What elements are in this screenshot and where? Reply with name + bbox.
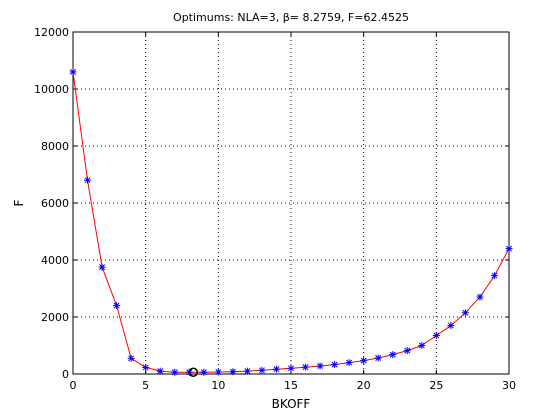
data-point-stroke	[70, 68, 76, 75]
data-point	[229, 368, 237, 376]
data-point	[302, 363, 310, 371]
y-tick-label: 0	[62, 368, 69, 381]
y-tick-label: 12000	[34, 26, 69, 39]
data-point-stroke	[389, 351, 396, 358]
data-point-stroke	[157, 368, 164, 375]
grid	[73, 32, 509, 374]
data-point	[98, 263, 106, 271]
data-point	[258, 366, 266, 374]
data-point	[200, 368, 208, 376]
data-point-stroke	[404, 347, 411, 354]
data-point-stroke	[360, 357, 367, 364]
data-point	[287, 364, 295, 372]
data-point-stroke	[288, 365, 294, 372]
data-point-stroke	[273, 366, 280, 373]
plot-area	[72, 31, 510, 375]
y-tick-label: 8000	[41, 140, 69, 153]
data-point	[403, 347, 411, 355]
data-point-stroke	[258, 367, 265, 374]
data-point	[345, 359, 353, 367]
data-point	[84, 176, 92, 184]
data-point-stroke	[462, 309, 469, 316]
data-point	[505, 245, 513, 253]
data-point	[69, 68, 77, 76]
y-tick-label: 10000	[34, 83, 69, 96]
optimum-marker	[188, 367, 199, 377]
series	[69, 68, 513, 377]
data-point-stroke	[447, 322, 454, 329]
data-point-stroke	[476, 294, 483, 301]
data-point-stroke	[215, 369, 222, 375]
data-point-stroke	[418, 342, 425, 349]
data-point-stroke	[84, 177, 91, 184]
y-tick-label: 6000	[41, 197, 69, 210]
x-tick-label: 0	[70, 379, 77, 392]
data-point	[432, 332, 440, 340]
data-point	[490, 272, 498, 280]
data-point	[127, 354, 135, 362]
data-point-stroke	[506, 245, 512, 252]
data-point-stroke	[433, 332, 440, 339]
data-point	[142, 363, 150, 371]
data-point	[389, 351, 397, 359]
data-point	[418, 342, 426, 349]
x-tick-label: 20	[357, 379, 371, 392]
x-tick-label: 15	[284, 379, 298, 392]
x-tick-label: 10	[211, 379, 225, 392]
data-point	[447, 322, 455, 330]
data-point-stroke	[375, 355, 382, 362]
data-point-stroke	[200, 369, 207, 376]
data-point-stroke	[229, 368, 236, 375]
data-point-stroke	[99, 264, 106, 271]
data-point	[243, 367, 251, 375]
data-point	[272, 365, 280, 373]
y-tick-label: 4000	[41, 254, 69, 267]
data-point	[476, 293, 484, 301]
data-point	[171, 368, 179, 376]
chart-title: Optimums: NLA=3, β= 8.2759, F=62.4525	[173, 11, 409, 24]
y-tick-label: 2000	[41, 311, 69, 324]
data-point	[113, 302, 121, 310]
data-point-stroke	[317, 363, 324, 369]
data-point-stroke	[171, 369, 178, 376]
data-point	[156, 367, 164, 375]
data-point-stroke	[113, 302, 120, 309]
x-tick-label: 30	[502, 379, 516, 392]
data-point	[360, 357, 368, 365]
data-point-stroke	[346, 359, 353, 366]
data-point-stroke	[128, 355, 135, 362]
x-tick-label: 25	[429, 379, 443, 392]
data-point	[316, 362, 324, 370]
data-point-stroke	[244, 368, 251, 375]
data-point	[461, 309, 469, 317]
data-point-stroke	[331, 361, 338, 368]
data-point-stroke	[491, 272, 498, 279]
data-point	[374, 354, 382, 362]
data-point	[331, 361, 339, 369]
data-point-stroke	[142, 364, 149, 371]
data-point	[214, 368, 222, 376]
ticks: 0 5 10 15 20 25 30 0 2000 4000 6000 8000 10000 12000	[34, 26, 516, 392]
y-axis-label: F	[12, 199, 26, 206]
x-axis-label: BKOFF	[272, 397, 311, 411]
data-point-stroke	[302, 364, 309, 371]
x-tick-label: 5	[142, 379, 149, 392]
